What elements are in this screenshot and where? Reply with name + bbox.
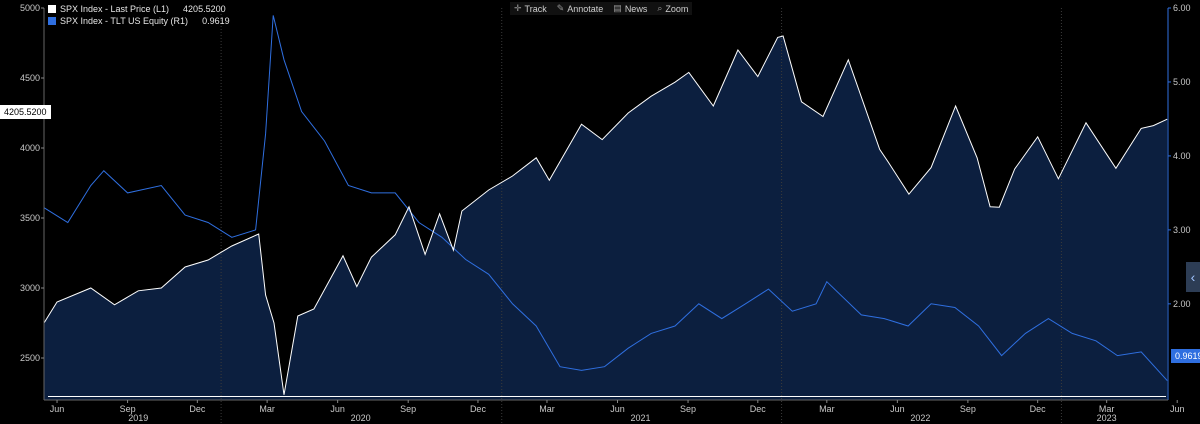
- year-label: 2020: [351, 413, 371, 423]
- x-axis-tick-label: Dec: [189, 404, 206, 414]
- legend-swatch-spx: [48, 5, 56, 13]
- x-axis-tick-label: Dec: [470, 404, 487, 414]
- zoom-button[interactable]: ⌕ Zoom: [657, 3, 689, 14]
- chevron-left-icon: ‹: [1190, 269, 1196, 285]
- left-axis-tick-label: 4000: [20, 143, 40, 153]
- x-axis-tick-label: Jun: [330, 404, 345, 414]
- track-button[interactable]: ✛ Track: [514, 3, 547, 14]
- legend-label-ratio: SPX Index - TLT US Equity (R1): [60, 16, 189, 26]
- legend-value-spx: 4205.5200: [183, 4, 226, 14]
- x-axis-tick-label: Sep: [120, 404, 136, 414]
- x-axis-tick-label: Mar: [819, 404, 835, 414]
- left-axis-tick-label: 3500: [20, 213, 40, 223]
- legend-series-2[interactable]: SPX Index - TLT US Equity (R1) 0.9619: [48, 15, 230, 27]
- news-button[interactable]: ▤ News: [613, 3, 648, 14]
- series-line-ratio[interactable]: [43, 15, 1168, 381]
- x-axis-tick-label: Jun: [50, 404, 65, 414]
- left-axis-tick-label: 4500: [20, 73, 40, 83]
- chart-toolbar: ✛ Track ✎ Annotate ▤ News ⌕ Zoom: [510, 2, 693, 15]
- year-label: 2019: [128, 413, 148, 423]
- x-axis-tick-label: Jun: [1170, 404, 1185, 414]
- spx-area-fill: [44, 36, 1168, 400]
- legend-label-spx: SPX Index - Last Price (L1): [60, 4, 170, 14]
- pencil-icon: ✎: [556, 3, 565, 13]
- news-icon: ▤: [613, 3, 622, 13]
- left-axis-tick-label: 5000: [20, 3, 40, 13]
- x-axis-tick-label: Sep: [960, 404, 976, 414]
- x-axis-tick-label: Mar: [539, 404, 555, 414]
- x-axis-tick-label: Mar: [259, 404, 275, 414]
- annotate-button[interactable]: ✎ Annotate: [556, 3, 604, 14]
- collapse-panel-button[interactable]: ‹: [1186, 262, 1200, 292]
- x-axis-tick-label: Sep: [400, 404, 416, 414]
- left-last-value-badge: 4205.5200: [0, 105, 51, 119]
- year-label: 2023: [1097, 413, 1117, 423]
- x-axis-tick-label: Sep: [680, 404, 696, 414]
- year-label: 2022: [910, 413, 930, 423]
- x-axis-tick-label: Dec: [1030, 404, 1047, 414]
- x-axis-tick-label: Jun: [610, 404, 625, 414]
- right-axis-tick-label: 3.00: [1173, 225, 1191, 235]
- x-axis-tick-label: Dec: [750, 404, 767, 414]
- year-label: 2021: [630, 413, 650, 423]
- right-axis-tick-label: 4.00: [1173, 151, 1191, 161]
- magnifier-icon: ⌕: [657, 3, 663, 13]
- x-axis-tick-label: Mar: [1099, 404, 1115, 414]
- left-axis-tick-label: 2500: [20, 353, 40, 363]
- legend-series-1[interactable]: SPX Index - Last Price (L1) 4205.5200: [48, 3, 230, 15]
- right-axis-tick-label: 2.00: [1173, 299, 1191, 309]
- legend-value-ratio: 0.9619: [202, 16, 230, 26]
- right-axis-tick-label: 6.00: [1173, 3, 1191, 13]
- left-axis-tick-label: 3000: [20, 283, 40, 293]
- right-axis-tick-label: 5.00: [1173, 77, 1191, 87]
- legend-swatch-ratio: [48, 17, 56, 25]
- legend: SPX Index - Last Price (L1) 4205.5200 SP…: [48, 3, 230, 27]
- series-line-spx[interactable]: [43, 35, 1168, 395]
- crosshair-icon: ✛: [514, 3, 522, 13]
- x-axis-tick-label: Jun: [890, 404, 905, 414]
- right-last-value-badge: 0.9619: [1171, 349, 1200, 363]
